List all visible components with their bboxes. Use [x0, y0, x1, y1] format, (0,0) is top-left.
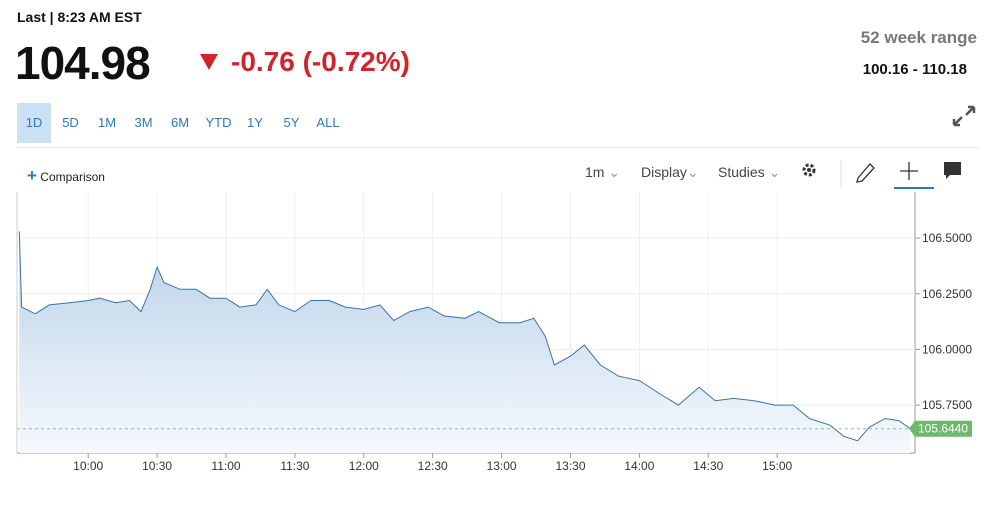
x-tick-label: 14:30 — [693, 459, 723, 473]
comparison-label: Comparison — [40, 170, 105, 184]
price-line — [18, 231, 911, 442]
display-label: Display — [641, 164, 687, 180]
range-tab[interactable]: 1Y — [247, 115, 263, 130]
range-tab[interactable]: ALL — [316, 115, 340, 130]
y-tick-label: 106.0000 — [922, 342, 972, 356]
range-tab[interactable]: 3M — [134, 115, 153, 130]
last-price-label: 105.6440 — [918, 422, 968, 436]
change: -0.76 (-0.72%) — [231, 46, 410, 77]
y-tick-label: 106.2500 — [922, 287, 972, 301]
last-time: Last | 8:23 AM EST — [17, 9, 142, 25]
x-tick-label: 14:00 — [624, 459, 654, 473]
studies-label: Studies — [718, 164, 765, 180]
range-tab[interactable]: 5Y — [283, 115, 300, 130]
x-tick-label: 12:00 — [349, 459, 379, 473]
x-tick-label: 10:00 — [73, 459, 103, 473]
y-tick-label: 105.7500 — [922, 398, 972, 412]
x-tick-label: 15:00 — [762, 459, 792, 473]
x-tick-label: 10:30 — [142, 459, 172, 473]
x-tick-label: 12:30 — [418, 459, 448, 473]
display[interactable]: Display⌄ — [641, 164, 699, 180]
comparison[interactable]: + Comparison — [27, 166, 105, 185]
interval[interactable]: 1m ⌄ — [585, 164, 621, 180]
range-tab[interactable]: YTD — [205, 115, 232, 130]
y-tick-label: 106.5000 — [922, 231, 972, 245]
range-tab[interactable]: 6M — [170, 115, 190, 130]
x-tick-label: 11:00 — [211, 459, 240, 473]
down-arrow — [200, 54, 218, 70]
divider — [17, 147, 978, 148]
range: 100.16 - 110.18 — [862, 61, 967, 78]
last-price-tag — [909, 420, 972, 437]
range-tab[interactable]: 1M — [97, 115, 117, 130]
x-tick-label: 13:00 — [487, 459, 517, 473]
studies[interactable]: Studies ⌄ — [718, 164, 781, 180]
x-tick-label: 11:30 — [280, 459, 309, 473]
tool-icons — [802, 160, 961, 189]
interval-label: 1m — [585, 164, 605, 180]
x-tick-label: 13:30 — [555, 459, 585, 473]
range-tab[interactable]: 5D — [62, 115, 79, 130]
range-title: 52 week range — [860, 28, 977, 47]
price: 104.98 — [15, 37, 151, 89]
expand-icon[interactable] — [951, 104, 977, 128]
range-tab[interactable]: 1D — [17, 103, 51, 143]
